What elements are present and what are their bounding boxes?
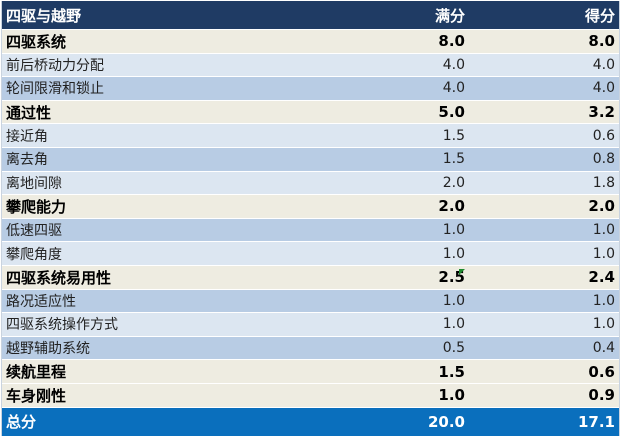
row-score: 4.0 [592, 56, 615, 73]
row-score: 0.6 [592, 127, 615, 144]
table-row: 低速四驱 1.0 1.0 [2, 218, 619, 243]
row-label: 路况适应性 [6, 293, 76, 310]
row-full-score: 0.5 [442, 340, 465, 357]
table-row: 四驱系统操作方式 1.0 1.0 [2, 313, 619, 337]
table-header: 四驱与越野 满分 得分 [2, 1, 619, 30]
row-score: 3.2 [588, 103, 615, 122]
total-score: 17.1 [577, 412, 615, 431]
row-label: 攀爬能力 [6, 197, 67, 216]
table-row: 通过性 5.0 3.2 [2, 100, 619, 125]
row-label: 前后桥动力分配 [6, 57, 104, 74]
table-row: 路况适应性 1.0 1.0 [2, 289, 619, 314]
table-row: 前后桥动力分配 4.0 4.0 [2, 53, 619, 78]
row-label: 轮间限滑和锁止 [6, 81, 104, 98]
row-score: 2.4 [588, 268, 615, 287]
row-score: 0.9 [588, 386, 615, 405]
row-full-score: 2.0 [438, 197, 465, 216]
score-table: 四驱与越野 满分 得分 四驱系统 8.0 8.0 前后桥动力分配 4.0 4.0… [1, 1, 620, 436]
total-row: 总分 20.0 17.1 [2, 407, 619, 436]
header-full-score: 满分 [434, 6, 465, 25]
row-full-score: 1.5 [442, 127, 465, 144]
table-row: 接近角 1.5 0.6 [2, 124, 619, 148]
row-label: 四驱系统 [6, 32, 67, 51]
row-label: 攀爬角度 [6, 246, 62, 263]
row-score: 0.6 [588, 362, 615, 381]
row-label: 四驱系统操作方式 [6, 317, 118, 334]
table-row: 离地间隙 2.0 1.8 [2, 171, 619, 196]
table-row: 四驱系统 8.0 8.0 [2, 30, 619, 54]
table-row: 续航里程 1.5 0.6 [2, 360, 619, 384]
row-full-score: 2.5 [438, 268, 465, 287]
row-score: 1.0 [592, 245, 615, 262]
row-label: 通过性 [6, 103, 52, 122]
row-full-score: 1.0 [442, 245, 465, 262]
row-label: 车身刚性 [6, 386, 67, 405]
table-row: 轮间限滑和锁止 4.0 4.0 [2, 77, 619, 101]
row-score: 1.8 [592, 174, 615, 191]
header-category: 四驱与越野 [6, 6, 82, 25]
row-label: 接近角 [6, 128, 48, 145]
row-full-score: 1.0 [438, 386, 465, 405]
row-label: 低速四驱 [6, 223, 62, 240]
row-label: 越野辅助系统 [6, 341, 90, 358]
row-full-score: 4.0 [442, 80, 465, 97]
header-score: 得分 [584, 6, 615, 25]
row-full-score: 5.0 [438, 103, 465, 122]
table-row: 车身刚性 1.0 0.9 [2, 383, 619, 408]
table-row: 攀爬角度 1.0 1.0 [2, 242, 619, 266]
table-row: 四驱系统易用性 2.5 2.4 [2, 265, 619, 290]
table-row: 攀爬能力 2.0 2.0 [2, 195, 619, 219]
table-row: 离去角 1.5 0.8 [2, 147, 619, 172]
row-full-score: 1.5 [438, 362, 465, 381]
row-full-score: 1.0 [442, 316, 465, 333]
row-full-score: 2.0 [442, 174, 465, 191]
row-full-score: 1.0 [442, 222, 465, 239]
row-full-score: 4.0 [442, 56, 465, 73]
row-label: 离地间隙 [6, 175, 62, 192]
row-full-score: 1.0 [442, 292, 465, 309]
row-score: 2.0 [588, 197, 615, 216]
row-full-score: 1.5 [442, 151, 465, 168]
cell-comment-marker [459, 269, 465, 275]
row-full-score: 8.0 [438, 32, 465, 51]
total-full-score: 20.0 [427, 412, 465, 431]
row-score: 8.0 [588, 32, 615, 51]
row-score: 4.0 [592, 80, 615, 97]
row-label: 四驱系统易用性 [6, 268, 112, 287]
row-label: 续航里程 [6, 363, 67, 382]
row-score: 0.4 [592, 340, 615, 357]
table-row: 越野辅助系统 0.5 0.4 [2, 336, 619, 361]
row-score: 1.0 [592, 222, 615, 239]
row-score: 1.0 [592, 316, 615, 333]
row-score: 0.8 [592, 151, 615, 168]
total-label: 总分 [6, 413, 37, 431]
row-label: 离去角 [6, 152, 48, 169]
row-score: 1.0 [592, 292, 615, 309]
